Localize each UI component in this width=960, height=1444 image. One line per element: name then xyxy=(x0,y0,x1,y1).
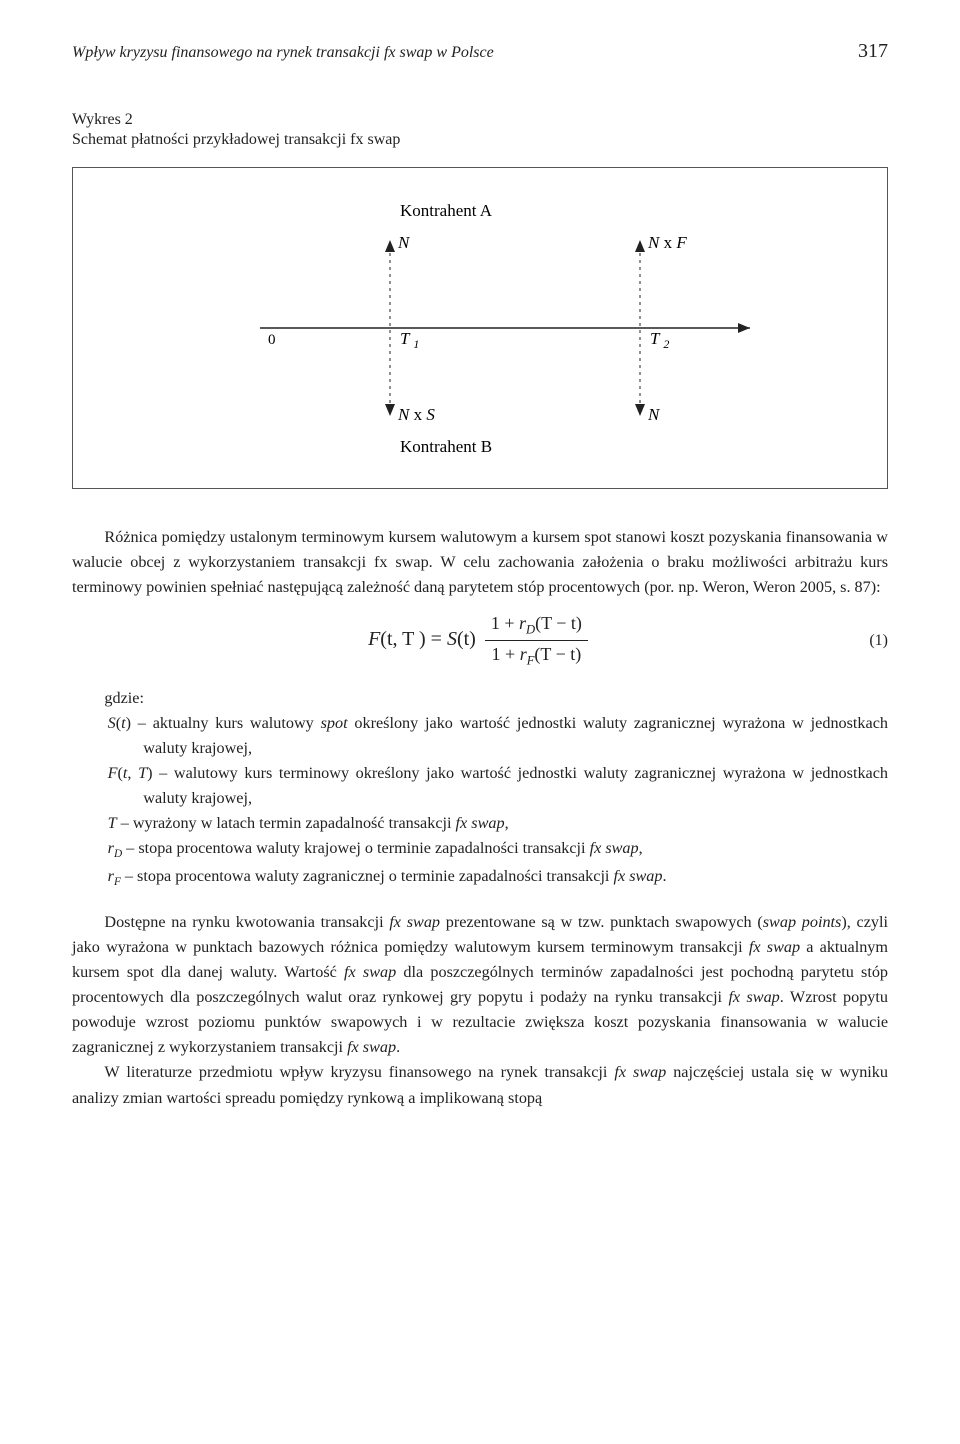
bottom-party-label: Kontrahent B xyxy=(400,437,492,456)
t2-down-arrowhead xyxy=(635,404,645,416)
running-header: Wpływ kryzysu finansowego na rynek trans… xyxy=(72,40,888,63)
denominator: 1 + rF(T − t) xyxy=(485,641,588,671)
fraction: 1 + rD(T − t) 1 + rF(T − t) xyxy=(485,610,588,671)
time-axis-arrowhead xyxy=(738,323,750,333)
page-number: 317 xyxy=(858,40,888,63)
top-party-label: Kontrahent A xyxy=(400,201,493,220)
figure-diagram: Kontrahent A Kontrahent B 0 N N x F xyxy=(113,198,847,458)
equation-body: F(t, T ) = S(t) 1 + rD(T − t) 1 + rF(T −… xyxy=(112,610,848,671)
figure-title: Schemat płatności przykładowej transakcj… xyxy=(72,131,888,149)
t1-label: T 1 xyxy=(400,329,419,351)
def-rD: rD – stopa procentowa waluty krajowej o … xyxy=(143,836,888,864)
t2-up-arrowhead xyxy=(635,240,645,252)
running-title: Wpływ kryzysu finansowego na rynek trans… xyxy=(72,44,494,62)
t1-down-arrowhead xyxy=(385,404,395,416)
t1-up-arrowhead xyxy=(385,240,395,252)
t2-label: T 2 xyxy=(650,329,669,351)
n2-label: N xyxy=(647,405,661,424)
nxs-label: N x S xyxy=(397,405,435,424)
figure-label: Wykres 2 xyxy=(72,111,888,129)
zero-label: 0 xyxy=(268,332,276,348)
numerator: 1 + rD(T − t) xyxy=(485,610,588,641)
def-FtT: F(t, T) – walutowy kurs terminowy określ… xyxy=(143,761,888,811)
swap-diagram-svg: Kontrahent A Kontrahent B 0 N N x F xyxy=(170,198,790,458)
def-T: TT – wyrażony w latach termin zapadalnoś… xyxy=(143,811,888,836)
figure-box: Kontrahent A Kontrahent B 0 N N x F xyxy=(72,167,888,489)
definition-list: S(t)S(t) – aktualny kurs walutowy – aktu… xyxy=(108,711,888,892)
def-St: S(t)S(t) – aktualny kurs walutowy – aktu… xyxy=(143,711,888,761)
para-3: W literaturze przedmiotu wpływ kryzysu f… xyxy=(72,1060,888,1110)
nxf-label: N x F xyxy=(647,233,687,252)
where-label: gdzie: xyxy=(72,686,888,711)
para-1: Różnica pomiędzy ustalonym terminowym ku… xyxy=(72,525,888,600)
n-label: N xyxy=(397,233,411,252)
page: Wpływ kryzysu finansowego na rynek trans… xyxy=(0,0,960,1171)
para-2: Dostępne na rynku kwotowania transakcji … xyxy=(72,910,888,1061)
equation-number: (1) xyxy=(848,629,888,654)
def-rF: rF – stopa procentowa waluty zagraniczne… xyxy=(143,864,888,892)
equation-1: F(t, T ) = S(t) 1 + rD(T − t) 1 + rF(T −… xyxy=(72,610,888,671)
body-text: Różnica pomiędzy ustalonym terminowym ku… xyxy=(72,525,888,1111)
